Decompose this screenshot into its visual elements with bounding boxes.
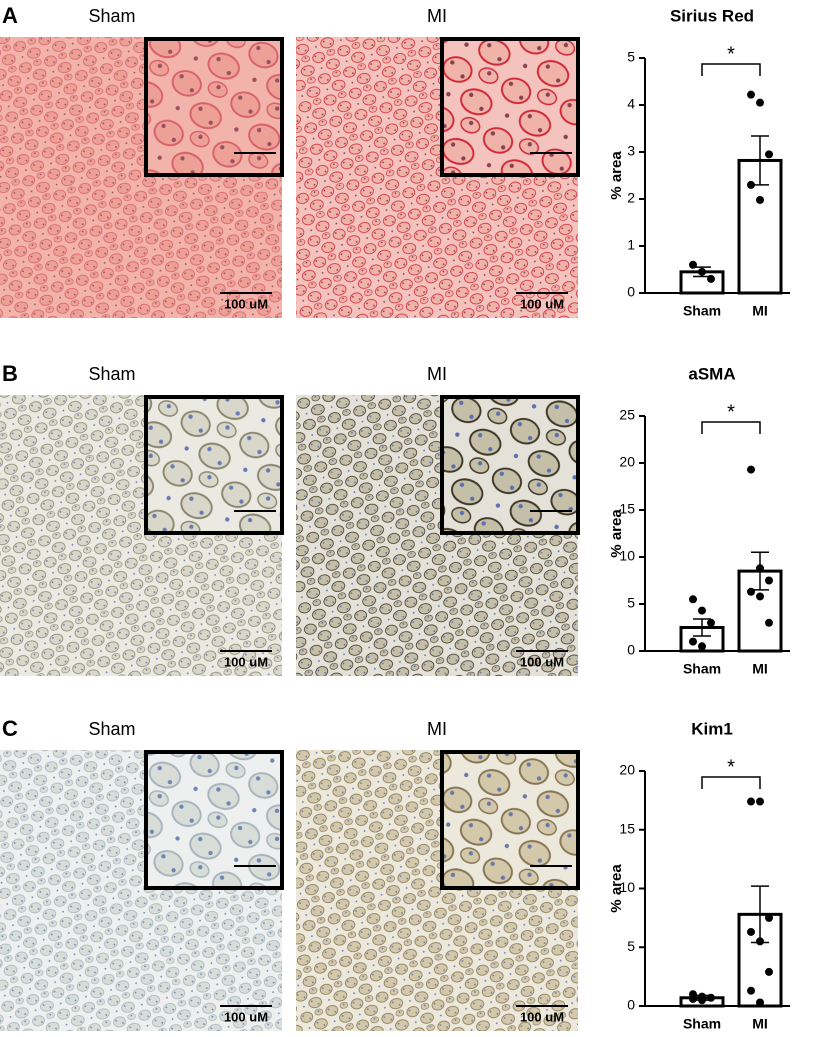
data-point xyxy=(689,994,697,1003)
micrograph-inset xyxy=(144,37,284,177)
data-point xyxy=(756,998,764,1007)
data-point xyxy=(707,274,715,283)
x-tick-label: MI xyxy=(752,661,768,677)
image-label: Sham xyxy=(88,364,135,384)
y-tick-label: 10 xyxy=(619,548,635,564)
significance-label: * xyxy=(727,756,735,778)
y-axis-label: % area xyxy=(608,864,625,913)
micrograph-inset xyxy=(144,750,284,890)
data-point xyxy=(698,267,706,276)
y-tick-label: 0 xyxy=(627,284,635,300)
x-tick-label: MI xyxy=(752,303,768,319)
significance-bracket xyxy=(701,63,761,76)
scale-label: 100 uM xyxy=(224,1009,268,1024)
y-tick-label: 15 xyxy=(619,501,635,517)
data-point xyxy=(747,986,755,995)
data-point xyxy=(707,618,715,627)
data-point xyxy=(765,150,773,159)
y-tick-label: 5 xyxy=(627,938,635,954)
y-tick-label: 20 xyxy=(619,762,635,778)
data-point xyxy=(698,606,706,615)
data-point xyxy=(707,993,715,1002)
data-point xyxy=(756,98,764,107)
data-point xyxy=(765,913,773,922)
x-tick-label: MI xyxy=(752,1016,768,1032)
data-point xyxy=(756,797,764,806)
data-point xyxy=(765,576,773,585)
y-tick-label: 25 xyxy=(619,407,635,423)
y-tick-label: 1 xyxy=(627,237,635,253)
y-tick-label: 20 xyxy=(619,454,635,470)
micrograph-inset xyxy=(440,750,580,890)
significance-bracket xyxy=(701,421,761,434)
significance-label: * xyxy=(727,43,735,65)
y-tick-label: 5 xyxy=(627,49,635,65)
data-point xyxy=(689,595,697,604)
chart-title: Sirius Red xyxy=(670,6,754,25)
x-tick-label: Sham xyxy=(683,303,721,319)
data-point xyxy=(698,642,706,651)
data-point xyxy=(756,564,764,573)
image-label: MI xyxy=(427,6,447,26)
x-tick-label: Sham xyxy=(683,661,721,677)
chart-title: aSMA xyxy=(688,364,735,383)
chart-title: Kim1 xyxy=(691,719,733,738)
y-axis-label: % area xyxy=(608,151,625,200)
panel-letter: A xyxy=(2,3,18,28)
y-tick-label: 0 xyxy=(627,997,635,1013)
significance-bracket xyxy=(701,776,761,789)
data-point xyxy=(747,927,755,936)
image-label: Sham xyxy=(88,719,135,739)
y-axis-label: % area xyxy=(608,509,625,558)
panel-letter: C xyxy=(2,716,18,741)
micrograph-inset xyxy=(440,37,580,177)
scale-label: 100 uM xyxy=(520,654,564,669)
error-bar xyxy=(693,618,711,637)
x-tick-label: Sham xyxy=(683,1016,721,1032)
scale-label: 100 uM xyxy=(520,1009,564,1024)
y-tick-label: 4 xyxy=(627,96,635,112)
y-tick-label: 5 xyxy=(627,595,635,611)
data-point xyxy=(756,592,764,601)
y-tick-label: 3 xyxy=(627,143,635,159)
scale-label: 100 uM xyxy=(520,296,564,311)
data-point xyxy=(747,180,755,189)
data-point xyxy=(747,797,755,806)
y-tick-label: 2 xyxy=(627,190,635,206)
data-point xyxy=(698,996,706,1005)
image-label: Sham xyxy=(88,6,135,26)
data-point xyxy=(747,587,755,596)
image-label: MI xyxy=(427,364,447,384)
y-tick-label: 10 xyxy=(619,879,635,895)
data-point xyxy=(689,637,697,646)
data-point xyxy=(765,618,773,627)
data-point xyxy=(689,260,697,269)
data-point xyxy=(756,195,764,204)
micrograph-inset xyxy=(144,395,284,535)
scale-label: 100 uM xyxy=(224,296,268,311)
y-tick-label: 15 xyxy=(619,820,635,836)
data-point xyxy=(765,967,773,976)
data-point xyxy=(747,465,755,474)
data-point xyxy=(747,90,755,99)
scale-label: 100 uM xyxy=(224,654,268,669)
significance-label: * xyxy=(727,401,735,423)
image-label: MI xyxy=(427,719,447,739)
y-tick-label: 0 xyxy=(627,642,635,658)
micrograph-inset xyxy=(440,395,580,535)
panel-letter: B xyxy=(2,361,18,386)
data-point xyxy=(756,937,764,946)
